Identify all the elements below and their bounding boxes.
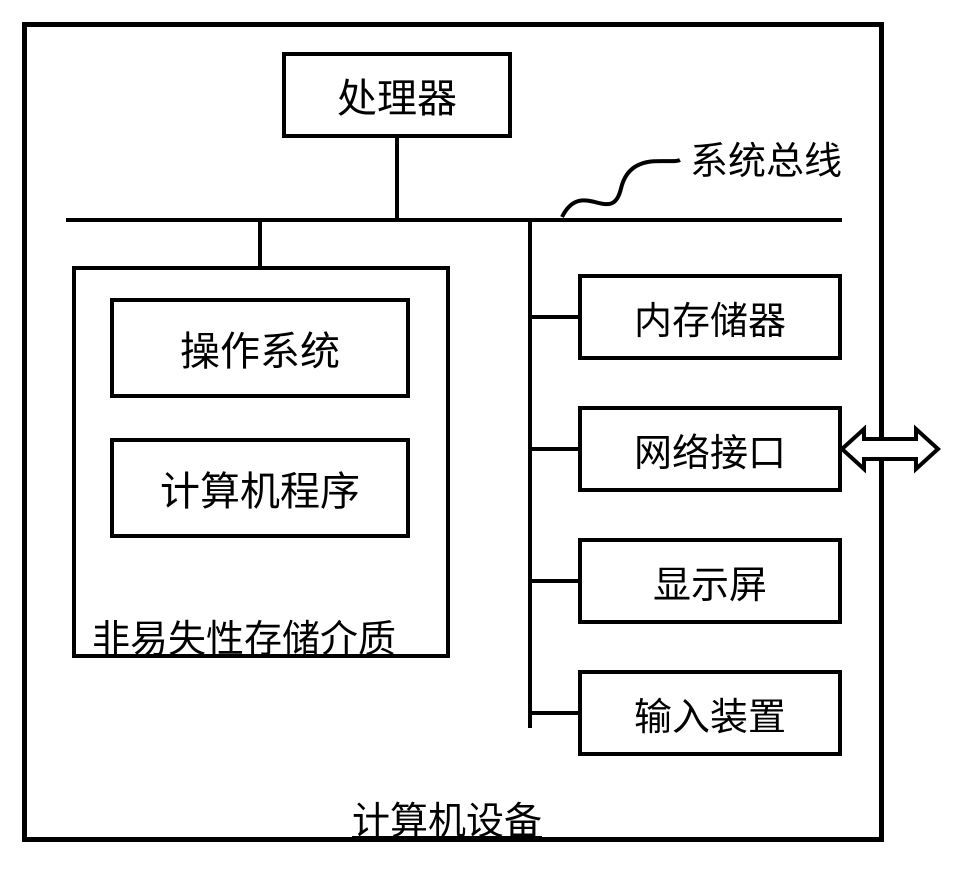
processor-box: 处理器 — [282, 52, 512, 138]
memory-label: 内存储器 — [634, 290, 786, 345]
nonvolatile-storage-label: 非易失性存储介质 — [92, 608, 396, 663]
operating-system-box: 操作系统 — [110, 298, 410, 398]
input-label: 输入装置 — [634, 686, 786, 741]
computer-program-label: 计算机程序 — [160, 459, 360, 517]
network-box: 网络接口 — [578, 406, 842, 492]
input-box: 输入装置 — [578, 670, 842, 756]
display-box: 显示屏 — [578, 538, 842, 624]
computer-program-box: 计算机程序 — [110, 438, 410, 538]
system-bus-label: 系统总线 — [690, 130, 842, 185]
processor-label: 处理器 — [337, 66, 457, 124]
diagram-canvas: 计算机设备 处理器 系统总线 操作系统 计算机程序 非易失性存储介质 内存储器网… — [0, 0, 953, 872]
memory-box: 内存储器 — [578, 274, 842, 360]
operating-system-label: 操作系统 — [180, 319, 340, 377]
network-label: 网络接口 — [634, 422, 786, 477]
display-label: 显示屏 — [653, 554, 767, 609]
computer-device-label: 计算机设备 — [352, 790, 542, 845]
